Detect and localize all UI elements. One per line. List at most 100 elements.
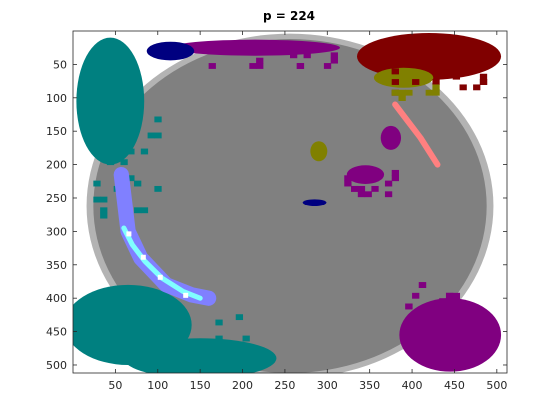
speckle-purple-2-13	[452, 303, 461, 310]
speckle-purple-4-4	[384, 191, 393, 198]
region-teal-3	[123, 338, 277, 373]
speckle-teal-0-16	[154, 132, 162, 139]
x-tick-label: 250	[274, 379, 295, 392]
speckle-teal-1-10	[181, 351, 189, 358]
region-purple-7	[380, 125, 402, 150]
white-pixel-3	[183, 292, 189, 298]
speckle-teal-1-15	[181, 340, 189, 347]
plot-area	[73, 31, 507, 373]
speckle-purple-2-12	[452, 292, 461, 299]
speckle-maroon-5-4	[452, 68, 461, 75]
curve-light_cyan-1	[121, 225, 203, 301]
speckle-purple-2-19	[459, 308, 467, 315]
speckle-purple-2-5	[452, 298, 461, 305]
speckle-purple-2-18	[466, 308, 474, 315]
speckle-purple-3-10	[222, 47, 230, 53]
speckle-maroon-5-1	[479, 63, 488, 69]
speckle-teal-1-4	[222, 356, 230, 363]
region-purple-4	[399, 298, 502, 372]
speckle-purple-3-6	[228, 47, 237, 53]
speckle-maroon-5-9	[452, 73, 461, 80]
speckle-purple-3-13	[235, 47, 244, 53]
white-pixel-0	[126, 231, 132, 237]
speckle-teal-0-4	[154, 116, 162, 123]
speckle-purple-3-8	[330, 57, 338, 64]
speckle-teal-1-9	[242, 362, 250, 369]
speckle-teal-0-3	[154, 185, 162, 192]
x-tick-label: 200	[232, 379, 253, 392]
speckle-teal-0-6	[106, 159, 115, 166]
speckle-teal-1-17	[127, 314, 135, 321]
speckle-purple-3-11	[256, 57, 264, 64]
x-tick-label: 300	[317, 379, 338, 392]
speckle-teal-1-23	[134, 335, 142, 342]
speckle-teal-0-9	[134, 180, 142, 187]
y-tick-label: 50	[53, 58, 67, 71]
speckle-olive-6-7	[405, 89, 413, 96]
y-tick-label: 150	[46, 125, 67, 138]
x-tick-label: 400	[402, 379, 423, 392]
speckle-teal-1-12	[140, 351, 149, 358]
region-maroon-8	[356, 33, 502, 80]
region-purple-6	[346, 165, 385, 184]
speckle-purple-4-2	[391, 169, 399, 176]
speckle-teal-1-7	[154, 330, 162, 337]
speckle-teal-0-15	[127, 175, 135, 182]
curve-salmon-2	[392, 101, 441, 168]
y-tick-label: 450	[46, 326, 67, 339]
speckle-purple-4-11	[344, 180, 352, 187]
region-navy-11	[146, 41, 195, 61]
speckle-teal-0-1	[100, 153, 108, 160]
speckle-purple-3-7	[208, 47, 216, 53]
x-tick-label: 450	[444, 379, 465, 392]
speckle-maroon-5-12	[479, 79, 488, 85]
speckle-teal-1-18	[134, 356, 142, 363]
axes: 50 100 150 200 250 300 350 400 450 500 50 100 150 200…	[46, 30, 508, 392]
speckle-purple-4-5	[357, 185, 366, 192]
speckle-teal-0-21	[100, 212, 108, 219]
speckle-maroon-5-13	[479, 73, 488, 80]
x-tick-label: 500	[486, 379, 507, 392]
region-navy-12	[302, 199, 327, 207]
speckle-teal-0-8	[140, 207, 149, 214]
speckle-purple-2-14	[418, 282, 427, 288]
speckle-purple-4-6	[371, 185, 379, 192]
y-tick-label: 200	[46, 159, 67, 172]
white-pixel-2	[157, 274, 163, 280]
speckle-purple-2-3	[439, 324, 447, 331]
speckle-purple-2-11	[439, 330, 447, 337]
speckle-teal-0-13	[93, 180, 101, 187]
speckle-teal-1-2	[181, 324, 189, 331]
speckle-purple-3-5	[249, 47, 257, 53]
speckle-teal-1-6	[140, 324, 149, 331]
y-tick-label: 250	[46, 192, 67, 205]
speckle-purple-3-15	[296, 63, 305, 69]
y-tick-label: 350	[46, 259, 67, 272]
region-olive-10	[310, 141, 328, 162]
speckle-teal-1-8	[113, 324, 121, 331]
x-tick-label: 100	[147, 379, 168, 392]
speckle-purple-4-13	[351, 185, 359, 192]
speckle-purple-2-9	[412, 292, 420, 299]
speckle-purple-4-8	[384, 180, 393, 187]
speckle-purple-2-16	[425, 319, 433, 326]
y-tick-label: 400	[46, 292, 67, 305]
speckle-purple-4-10	[344, 175, 352, 182]
speckle-teal-0-10	[100, 207, 108, 214]
speckle-teal-0-11	[140, 148, 149, 155]
speckle-teal-1-1	[242, 335, 250, 342]
speckle-purple-2-17	[439, 314, 447, 321]
y-tick-label: 500	[46, 359, 67, 372]
speckle-teal-0-0	[100, 137, 108, 144]
speckle-teal-0-2	[93, 148, 101, 155]
speckle-teal-1-27	[235, 314, 244, 321]
speckle-purple-4-7	[391, 175, 399, 182]
speckle-purple-2-4	[418, 314, 427, 321]
speckle-purple-2-1	[445, 292, 454, 299]
speckle-teal-1-5	[140, 314, 149, 321]
speckle-teal-0-14	[147, 132, 155, 139]
speckle-teal-1-20	[120, 324, 128, 331]
region-teal-1	[76, 37, 145, 165]
speckle-purple-4-0	[371, 175, 379, 182]
speckle-olive-6-3	[432, 84, 440, 91]
